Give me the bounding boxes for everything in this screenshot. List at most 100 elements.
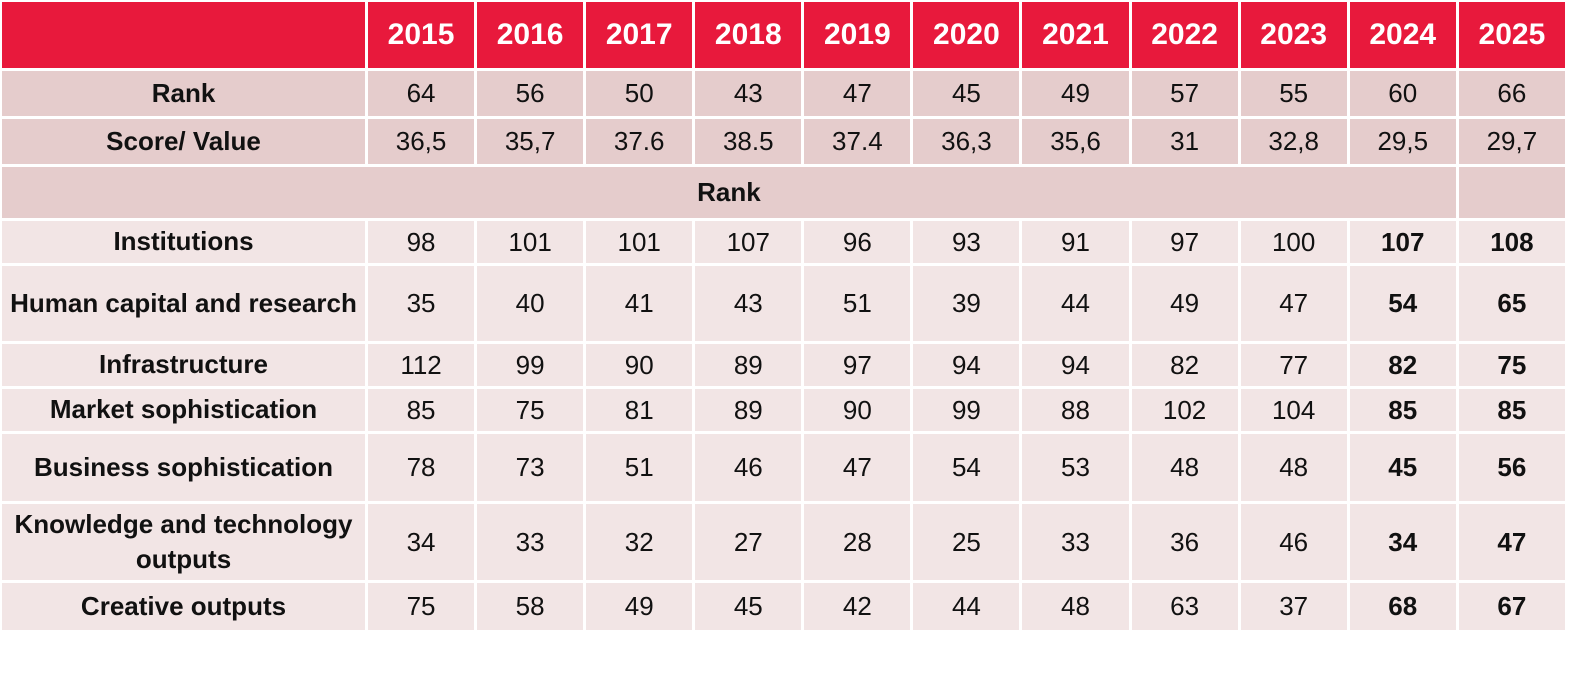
cell: 47: [801, 431, 914, 504]
cell: 97: [1128, 218, 1241, 266]
cell: 94: [910, 341, 1023, 389]
cell: 35,7: [474, 116, 587, 167]
cell: 25: [910, 501, 1023, 583]
pillar-row: Institutions 98 101 101 107 96 93 91 97 100 107 108: [0, 218, 1569, 266]
header-row: 2015 2016 2017 2018 2019 2020 2021 2022 2023 2024…: [0, 0, 1569, 71]
cell: 102: [1128, 386, 1241, 434]
cell: 56: [474, 68, 587, 119]
cell: 49: [1128, 263, 1241, 344]
year-header: 2025: [1455, 0, 1569, 71]
cell: 29,5: [1346, 116, 1459, 167]
cell: 112: [364, 341, 478, 389]
row-label: Knowledge and technology outputs: [0, 501, 368, 583]
row-label: Business sophistication: [0, 431, 368, 504]
cell: 34: [1346, 501, 1459, 583]
row-label: Human capital and research: [0, 263, 368, 344]
cell: 45: [1346, 431, 1459, 504]
cell: 85: [364, 386, 478, 434]
cell: 44: [910, 580, 1023, 633]
cell: 32: [583, 501, 696, 583]
corner-cell: [0, 0, 368, 71]
cell: 104: [1237, 386, 1350, 434]
cell: 37.4: [801, 116, 914, 167]
cell: 63: [1128, 580, 1241, 633]
cell: 97: [801, 341, 914, 389]
cell: 54: [910, 431, 1023, 504]
cell: 108: [1455, 218, 1569, 266]
cell: 56: [1455, 431, 1569, 504]
cell: 85: [1455, 386, 1569, 434]
year-header: 2024: [1346, 0, 1459, 71]
cell: 43: [692, 68, 805, 119]
cell: 48: [1237, 431, 1350, 504]
cell: 66: [1455, 68, 1569, 119]
section-label: Rank: [0, 164, 1459, 221]
row-label: Infrastructure: [0, 341, 368, 389]
summary-row: Rank 64 56 50 43 47 45 49 57 55 60 66: [0, 68, 1569, 119]
cell: 43: [692, 263, 805, 344]
year-header: 2018: [692, 0, 805, 71]
cell: 90: [801, 386, 914, 434]
cell: 46: [1237, 501, 1350, 583]
cell: 33: [474, 501, 587, 583]
cell: 93: [910, 218, 1023, 266]
row-label: Score/ Value: [0, 116, 368, 167]
cell: 46: [692, 431, 805, 504]
year-header: 2022: [1128, 0, 1241, 71]
cell: 51: [801, 263, 914, 344]
cell: 50: [583, 68, 696, 119]
cell: 89: [692, 341, 805, 389]
cell: 48: [1128, 431, 1241, 504]
cell: 85: [1346, 386, 1459, 434]
cell: 64: [364, 68, 478, 119]
cell: 55: [1237, 68, 1350, 119]
year-header: 2016: [474, 0, 587, 71]
cell: 96: [801, 218, 914, 266]
cell: 101: [583, 218, 696, 266]
year-header: 2020: [910, 0, 1023, 71]
cell: 45: [692, 580, 805, 633]
cell: 91: [1019, 218, 1132, 266]
cell: 75: [1455, 341, 1569, 389]
cell: 45: [910, 68, 1023, 119]
cell: 36,5: [364, 116, 478, 167]
cell: 60: [1346, 68, 1459, 119]
cell: 73: [474, 431, 587, 504]
cell: 38.5: [692, 116, 805, 167]
cell: 44: [1019, 263, 1132, 344]
cell: 99: [474, 341, 587, 389]
cell: 89: [692, 386, 805, 434]
cell: 47: [801, 68, 914, 119]
cell: 31: [1128, 116, 1241, 167]
year-header: 2017: [583, 0, 696, 71]
rankings-table: 2015 2016 2017 2018 2019 2020 2021 2022 2023 2024…: [0, 0, 1569, 633]
cell: 82: [1346, 341, 1459, 389]
year-header: 2015: [364, 0, 478, 71]
cell: 48: [1019, 580, 1132, 633]
cell: 33: [1019, 501, 1132, 583]
cell: 98: [364, 218, 478, 266]
cell: 75: [364, 580, 478, 633]
cell: 77: [1237, 341, 1350, 389]
cell: 94: [1019, 341, 1132, 389]
cell: 107: [692, 218, 805, 266]
pillar-row: Human capital and research 35 40 41 43 51 39 44…: [0, 263, 1569, 344]
cell: 34: [364, 501, 478, 583]
cell: 37: [1237, 580, 1350, 633]
cell: 28: [801, 501, 914, 583]
row-label: Institutions: [0, 218, 368, 266]
cell: 36: [1128, 501, 1241, 583]
pillar-row: Infrastructure 112 99 90 89 97 94 94 82 77 82 75: [0, 341, 1569, 389]
cell: 54: [1346, 263, 1459, 344]
cell: 53: [1019, 431, 1132, 504]
year-header: 2023: [1237, 0, 1350, 71]
cell: 88: [1019, 386, 1132, 434]
cell: 32,8: [1237, 116, 1350, 167]
cell: 27: [692, 501, 805, 583]
cell: 40: [474, 263, 587, 344]
cell: 37.6: [583, 116, 696, 167]
cell: 90: [583, 341, 696, 389]
cell: 101: [474, 218, 587, 266]
cell: 35,6: [1019, 116, 1132, 167]
